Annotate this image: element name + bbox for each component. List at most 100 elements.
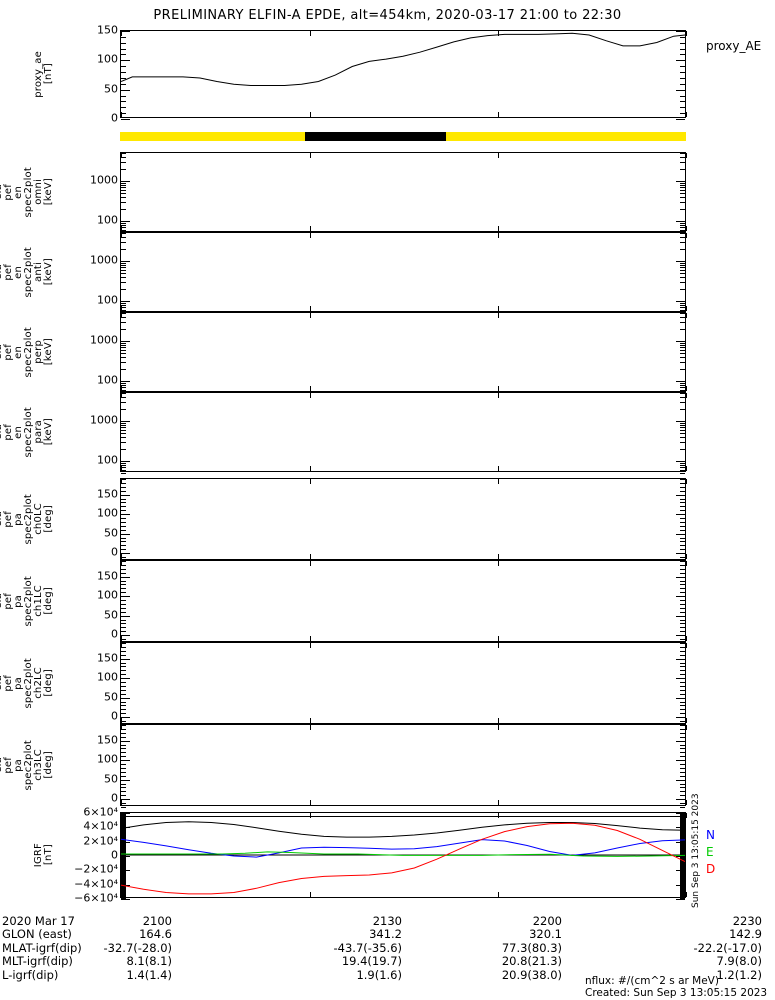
axis-tick [498, 226, 500, 231]
axis-tick [309, 233, 311, 238]
axis-tick [680, 592, 685, 594]
axis-tick [121, 791, 126, 793]
axis-tick [680, 316, 685, 318]
axis-tick [121, 196, 126, 198]
axis-tick-label: 1000 [90, 254, 118, 265]
axis-tick [680, 744, 685, 746]
axis-tick [686, 233, 687, 238]
axis-tick [121, 592, 126, 594]
axis-tick [680, 572, 685, 574]
axis-tick-label: 100 [97, 454, 118, 465]
axis-labels-en_anti: 100 1000 [56, 232, 118, 312]
panel-pa_ch1LC [120, 560, 687, 644]
axis-tick [680, 269, 685, 271]
axis-tick [121, 433, 126, 434]
axis-tick [680, 89, 685, 91]
axis-tick [121, 725, 126, 726]
axis-tick [121, 635, 126, 637]
axis-tick [680, 469, 685, 471]
axis-tick [498, 636, 500, 641]
axis-tick [680, 682, 685, 684]
axis-tick [680, 697, 685, 699]
axis-tick [121, 674, 126, 676]
axis-tick [680, 506, 685, 508]
axis-tick [121, 83, 126, 85]
axis-tick [121, 627, 126, 629]
axis-tick [680, 584, 685, 586]
axis-tick [680, 462, 685, 464]
axis-tick [121, 302, 126, 304]
axis-tick [121, 631, 126, 633]
axis-tick [680, 607, 685, 609]
axis-tick [680, 510, 685, 512]
axis-tick [121, 725, 122, 730]
axis-tick [498, 306, 500, 311]
axis-tick [121, 321, 126, 323]
axis-tick [680, 180, 685, 182]
axis-tick [121, 596, 126, 598]
axis-tick-label: 150 [97, 25, 118, 36]
axis-tick [680, 740, 685, 742]
axis-tick-label: 1000 [90, 334, 118, 345]
axis-tick [121, 393, 126, 394]
axis-tick [121, 467, 126, 469]
axis-tick [121, 803, 126, 805]
axis-tick [680, 288, 685, 290]
axis-tick [680, 795, 685, 797]
axis-tick [680, 101, 685, 103]
axis-tick [680, 557, 685, 559]
axis-tick [121, 101, 126, 103]
axis-tick [680, 537, 685, 539]
axis-tick-label: 0 [111, 793, 118, 804]
axis-tick [121, 554, 122, 559]
axis-tick [498, 466, 500, 471]
axis-tick-label: 100 [97, 508, 118, 519]
axis-tick [121, 36, 126, 38]
axis-tick [680, 321, 685, 323]
axis-tick [680, 658, 685, 660]
axis-tick [498, 313, 500, 318]
axis-tick [309, 153, 311, 158]
axis-tick [686, 31, 687, 36]
axis-tick [680, 545, 685, 547]
page-title: PRELIMINARY ELFIN-A EPDE, alt=454km, 202… [0, 8, 775, 23]
panel-igrf [120, 812, 687, 900]
axis-tick [121, 119, 126, 120]
axis-tick [680, 401, 685, 403]
axis-tick [680, 168, 685, 170]
axis-tick [680, 514, 685, 516]
axis-tick [121, 557, 126, 559]
axis-tick [121, 580, 126, 582]
axis-tick [121, 344, 126, 346]
axis-title: ela pef en spec2plot para [keV] [0, 392, 54, 472]
axis-tick [121, 220, 126, 222]
axis-tick [121, 342, 126, 344]
axis-tick [680, 553, 685, 555]
axis-tick [680, 224, 685, 226]
axis-tick [680, 156, 685, 158]
axis-title: ela pef en spec2plot perp [keV] [0, 312, 54, 392]
axis-tick [121, 182, 126, 184]
axis-tick [121, 685, 126, 687]
axis-tick [680, 236, 685, 238]
axis-title: proxy_ae [nT] [0, 30, 54, 118]
axis-tick [680, 654, 685, 656]
axis-tick [680, 756, 685, 758]
axis-tick [121, 153, 122, 158]
axis-tick [121, 670, 126, 672]
axis-tick [680, 153, 685, 154]
axis-tick [309, 226, 311, 231]
axis-tick [680, 650, 685, 652]
axis-tick [686, 800, 687, 805]
axis-tick [121, 95, 126, 97]
axis-tick [680, 389, 685, 391]
axis-tick [309, 725, 311, 730]
axis-tick [680, 623, 685, 625]
axis-tick [121, 611, 126, 613]
axis-tick [680, 662, 685, 664]
axis-tick [121, 89, 126, 91]
axis-tick [680, 382, 685, 384]
axis-tick [121, 549, 126, 551]
axis-tick [498, 479, 500, 484]
axis-tick [121, 748, 126, 750]
